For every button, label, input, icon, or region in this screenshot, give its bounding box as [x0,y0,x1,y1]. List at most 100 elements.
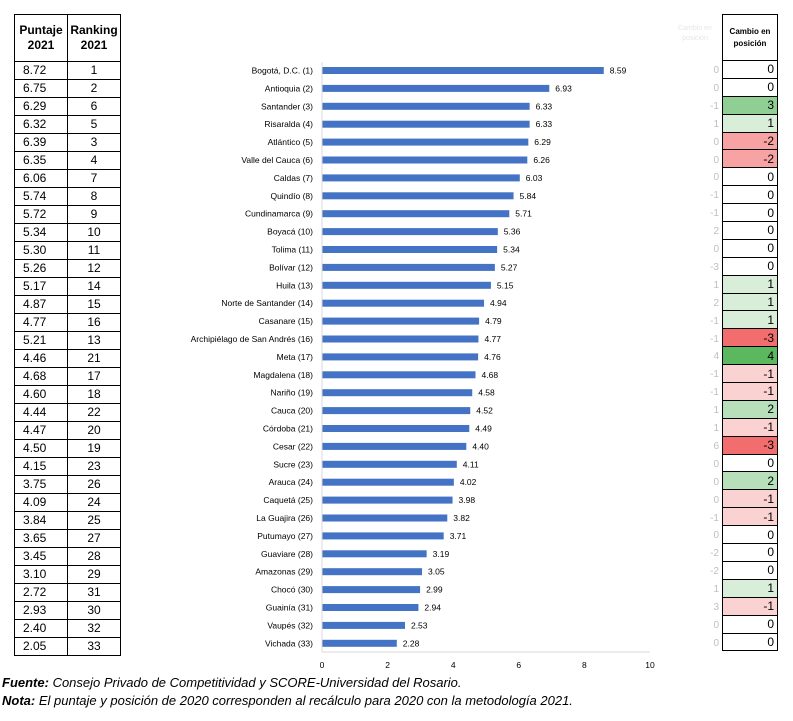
cambio-cell: -1 [722,364,778,384]
methodology-note: Nota: El puntaje y posición de 2020 corr… [2,692,573,709]
bar [322,550,427,558]
value-label: 3.82 [453,513,470,523]
category-label: La Guajira (26) [256,513,313,523]
value-label: 4.58 [478,388,495,398]
category-label: Arauca (24) [269,477,314,487]
bar [322,604,419,611]
ranking-cell: 16 [67,313,121,332]
bar [322,335,479,343]
bar [322,228,498,236]
category-label: Caldas (7) [274,173,313,183]
ghost-change-cell: 0 [713,82,719,94]
cambio-cell: -1 [722,489,778,509]
table-row: 4.77 16 [14,313,121,332]
category-label: Bolívar (12) [269,262,313,272]
cambio-cell: -2 [722,149,778,169]
category-label: Boyacá (10) [267,227,313,237]
ghost-change-cell: 0 [713,637,719,649]
x-tick-label: 0 [320,660,325,670]
table-row: 4.09 24 [14,493,121,512]
ghost-change-cell: 0 [713,154,719,166]
cambio-cell: 1 [722,113,778,133]
ranking-cell: 18 [67,385,121,404]
value-label: 3.05 [428,567,445,577]
category-label: Atlántico (5) [268,137,314,147]
category-label: Vaupés (32) [267,620,313,630]
ghost-change-cell: -1 [710,208,719,220]
value-label: 6.33 [536,119,553,129]
table-row: 1 [722,274,778,294]
puntaje-cell: 5.17 [14,277,68,296]
value-label: 4.02 [460,477,477,487]
cambio-cell: 0 [722,525,778,545]
bar [322,192,514,200]
ranking-cell: 12 [67,259,121,278]
table-row: -1 [722,596,778,616]
table-row: 2 [722,471,778,491]
position-change-body: 0 0 3 1 -2 -2 0 0 0 0 0 0 1 1 1 -3 4 -1 -1 2 -1 -3 0 2 -1 -1 0 0 0 1-… [722,60,778,652]
table-row: -1 [722,489,778,509]
table-row: 2.05 33 [14,637,121,656]
cambio-cell: 1 [722,578,778,598]
ghost-change-cell: 0 [713,494,719,506]
puntaje-cell: 5.72 [14,205,68,224]
ghost-change-cell: -2 [710,548,719,560]
table-row: 3.10 29 [14,565,121,584]
ghost-change-header: Cambio en posición [678,25,712,42]
category-label: Bogotá, D.C. (1) [252,66,314,76]
ranking-cell: 17 [67,367,121,386]
ranking-cell: 31 [67,583,121,602]
cambio-cell: 1 [722,292,778,312]
category-label: Putumayo (27) [257,531,313,541]
table-row: 2 [722,399,778,419]
bar [322,67,604,74]
table-row: 0 [722,167,778,187]
category-label: Sucre (23) [273,459,313,469]
cambio-cell: 2 [722,399,778,419]
x-tick-label: 6 [516,660,521,670]
x-tick-label: 10 [645,660,655,670]
ghost-change-cell: 0 [713,65,719,76]
category-label: Vichada (33) [265,638,313,648]
category-label: Norte de Santander (14) [221,298,313,308]
cambio-cell: 0 [722,632,778,652]
table-row: 0 [722,560,778,580]
puntaje-cell: 2.72 [14,583,68,602]
bar [322,407,471,415]
value-label: 6.29 [534,137,551,147]
table-row: 8.72 1 [14,61,121,80]
value-label: 2.94 [424,603,441,613]
ghost-change-cell: 2 [713,297,719,309]
value-label: 2.99 [426,585,443,595]
table-row: 1 [722,292,778,312]
bar [322,514,448,522]
bar [322,389,473,397]
table-row: 0 [722,60,778,79]
table-row: 4.60 18 [14,385,121,404]
bar [322,371,476,379]
cambio-cell: 0 [722,560,778,580]
category-label: Guaviare (28) [261,549,313,559]
cambio-cell: 3 [722,95,778,115]
value-label: 5.71 [515,209,532,219]
category-label: Magdalena (18) [253,370,313,380]
ghost-change-cell: -3 [710,261,719,273]
ghost-change-cell: 0 [713,244,719,255]
table-row: 5.72 9 [14,205,121,224]
ghost-change-cell: 0 [713,136,719,148]
table-row: 6.39 3 [14,133,121,152]
value-label: 4.40 [472,441,489,451]
value-label: 4.77 [484,334,501,344]
table-row: -2 [722,149,778,169]
ghost-change-cell: -1 [710,512,719,524]
ranking-header: Ranking 2021 [67,14,121,62]
category-label: Guainía (31) [266,603,313,613]
table-row: 4 [722,346,778,366]
ghost-change-cell: -1 [710,315,719,327]
ghost-change-cell: -1 [710,387,719,399]
ranking-cell: 24 [67,493,121,512]
category-label: Nariño (19) [270,388,313,398]
bar [322,460,457,468]
x-tick-label: 4 [451,660,456,670]
